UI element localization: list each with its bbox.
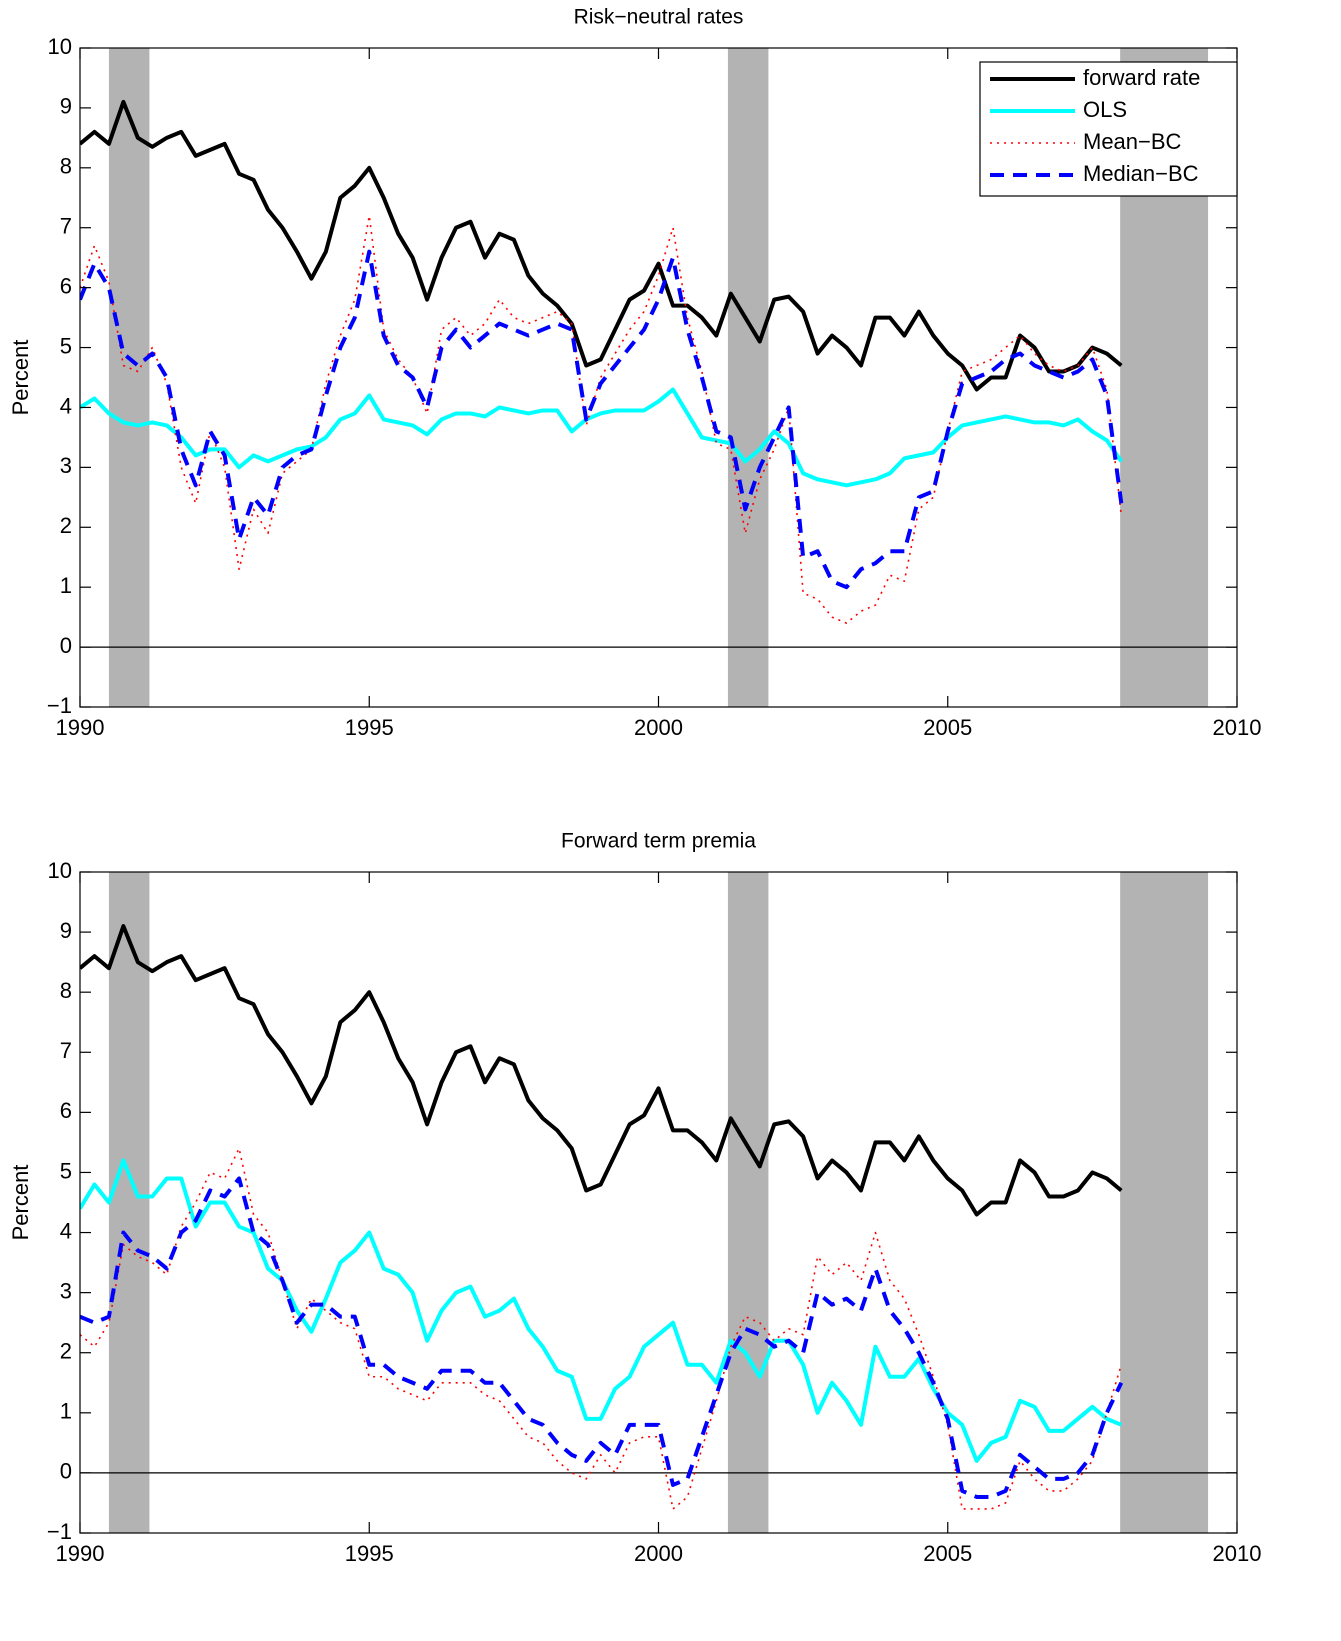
series-line	[80, 1176, 1124, 1499]
chart-title: Forward term premia	[561, 830, 756, 853]
x-tick-label: 2000	[634, 1541, 683, 1566]
series-line	[80, 1147, 1123, 1510]
y-tick-label: 4	[60, 1218, 72, 1243]
y-tick-label: 0	[60, 1459, 72, 1484]
y-tick-label: 5	[60, 1158, 72, 1183]
series-line	[80, 387, 1123, 488]
y-axis-label: Percent	[8, 340, 33, 416]
y-tick-label: 7	[60, 214, 72, 239]
y-tick-label: −1	[47, 693, 72, 718]
y-tick-label: 2	[60, 513, 72, 538]
y-tick-label: 5	[60, 333, 72, 358]
y-tick-label: 6	[60, 273, 72, 298]
x-tick-label: 2005	[923, 715, 972, 740]
y-axis-label: Percent	[8, 1165, 33, 1241]
x-tick-label: 2005	[923, 1541, 972, 1566]
legend-label: Mean−BC	[1083, 129, 1182, 154]
y-tick-label: 0	[60, 633, 72, 658]
y-tick-label: 3	[60, 453, 72, 478]
y-tick-label: 6	[60, 1098, 72, 1123]
y-tick-label: 9	[60, 918, 72, 943]
y-tick-label: 2	[60, 1339, 72, 1364]
recession-band	[108, 48, 150, 707]
chart-title: Risk−neutral rates	[574, 6, 744, 29]
y-tick-label: 1	[60, 1399, 72, 1424]
x-tick-label: 1995	[345, 715, 394, 740]
legend-label: Median−BC	[1083, 161, 1199, 186]
x-tick-label: 1995	[345, 1541, 394, 1566]
y-tick-label: 10	[48, 34, 72, 59]
x-tick-label: 1990	[56, 1541, 105, 1566]
series-line	[80, 214, 1123, 624]
y-tick-label: 8	[60, 154, 72, 179]
y-tick-label: 7	[60, 1038, 72, 1063]
recession-band	[727, 872, 769, 1533]
y-tick-label: 1	[60, 573, 72, 598]
y-tick-label: 9	[60, 94, 72, 119]
recession-band	[1120, 872, 1209, 1533]
y-tick-label: 4	[60, 393, 72, 418]
legend-label: OLS	[1083, 97, 1127, 122]
y-tick-label: 8	[60, 978, 72, 1003]
series-line	[80, 99, 1123, 392]
axes-frame	[79, 871, 1238, 1534]
recession-band	[108, 872, 150, 1533]
x-tick-label: 2000	[634, 715, 683, 740]
series-line	[80, 924, 1123, 1217]
y-tick-label: 10	[48, 858, 72, 883]
x-tick-label: 2010	[1213, 715, 1262, 740]
x-tick-label: 2010	[1213, 1541, 1262, 1566]
y-tick-label: 3	[60, 1278, 72, 1303]
y-tick-label: −1	[47, 1519, 72, 1544]
recession-band	[727, 48, 769, 707]
series-line	[80, 1158, 1123, 1463]
series-line	[80, 249, 1124, 590]
x-tick-label: 1990	[56, 715, 105, 740]
legend-label: forward rate	[1083, 65, 1200, 90]
